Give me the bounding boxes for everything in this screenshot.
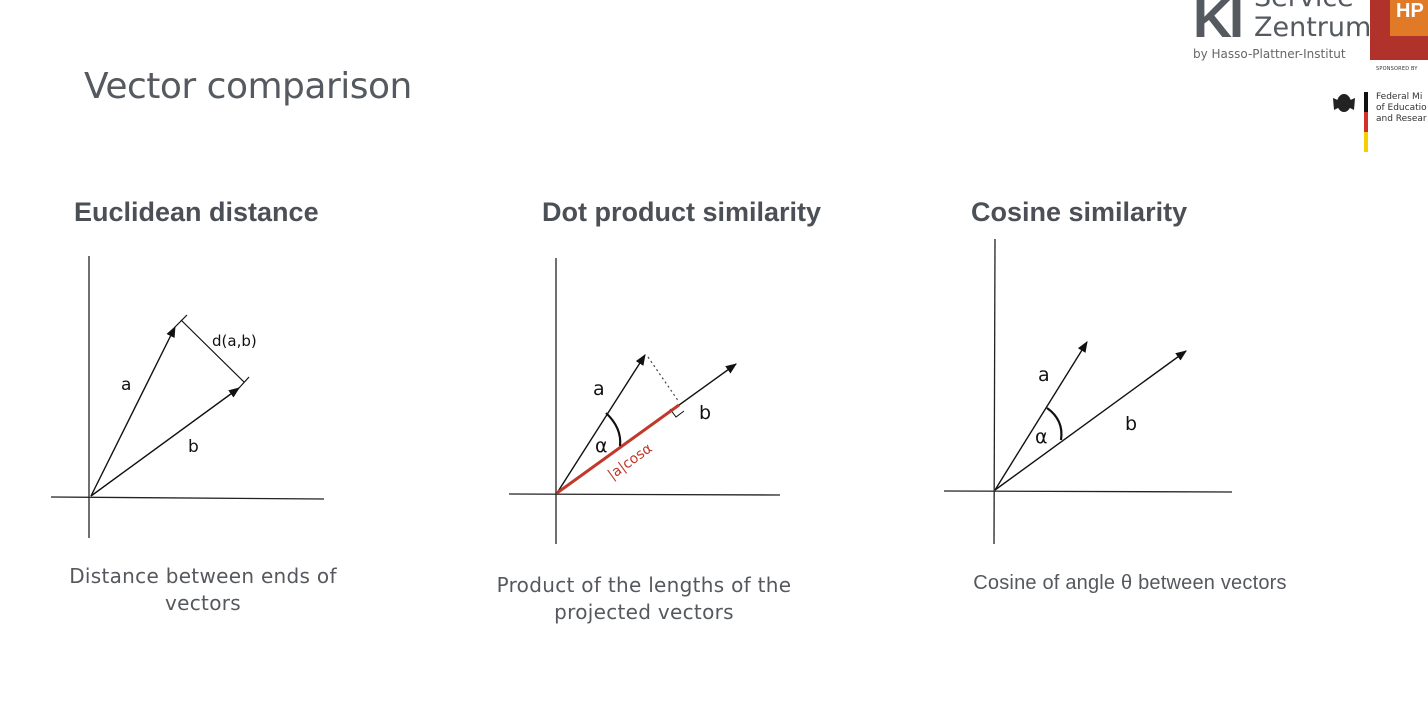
ministry-line-3: and Resear — [1376, 114, 1427, 124]
dot-vector-a — [556, 354, 646, 494]
cosine-diagram: a b α — [943, 238, 1233, 545]
heading-dot-product: Dot product similarity — [542, 197, 822, 227]
caption-cosine: Cosine of angle θ between vectors — [940, 570, 1320, 597]
heading-cosine: Cosine similarity — [971, 197, 1188, 227]
cosine-y-axis — [993, 238, 996, 545]
caption-euclidean-line-1: Distance between ends of — [69, 564, 337, 588]
caption-dot-product: Product of the lengths of the projected … — [470, 572, 818, 626]
euclidean-label-distance: d(a,b) — [212, 332, 257, 350]
euclidean-x-axis — [50, 496, 325, 500]
cosine-x-axis — [943, 490, 1233, 493]
dot-x-axis — [508, 493, 781, 496]
euclidean-label-b: b — [188, 437, 199, 457]
slide-title: Vector comparison — [84, 66, 412, 107]
dot-label-b: b — [699, 402, 711, 424]
euclidean-extension-b — [238, 376, 250, 389]
logo-zentrum-text: Zentrum — [1254, 12, 1372, 43]
dot-label-alpha: α — [595, 435, 608, 457]
flag-bar — [1364, 92, 1368, 152]
ministry-name: Federal Mi of Educatio and Resear — [1376, 92, 1427, 125]
cosine-label-alpha: α — [1035, 426, 1048, 448]
euclidean-diagram: a b d(a,b) — [50, 256, 325, 538]
ministry-line-1: Federal Mi — [1376, 92, 1423, 102]
dot-label-projection: |a|cosα — [605, 440, 656, 483]
dot-angle-arc — [605, 412, 622, 447]
euclidean-label-a: a — [121, 375, 131, 395]
dot-product-diagram: a b α |a|cosα — [508, 258, 781, 544]
cosine-label-b: b — [1125, 413, 1137, 435]
hpi-logo-text: HP — [1390, 0, 1428, 36]
euclidean-extension-a — [174, 314, 188, 328]
federal-eagle-icon — [1333, 94, 1355, 112]
logo-byline: by Hasso-Plattner-Institut — [1193, 47, 1346, 61]
heading-euclidean: Euclidean distance — [74, 197, 319, 227]
dot-projection-dotted — [647, 356, 680, 403]
dot-label-a: a — [593, 378, 605, 400]
cosine-angle-arc — [1046, 407, 1063, 441]
cosine-label-a: a — [1038, 364, 1050, 386]
caption-dot-line-1: Product of the lengths of the — [496, 573, 792, 597]
euclidean-vector-b — [90, 387, 240, 497]
caption-euclidean: Distance between ends of vectors — [40, 563, 366, 617]
caption-cosine-line-1: Cosine of angle θ between vectors — [973, 572, 1287, 594]
caption-dot-line-2: projected vectors — [554, 600, 734, 624]
cosine-vector-b — [994, 350, 1187, 491]
ministry-line-2: of Educatio — [1376, 103, 1427, 113]
logo-service-text: Service — [1254, 0, 1354, 12]
cosine-vector-a — [994, 341, 1088, 491]
hpi-logo: HP — [1370, 0, 1428, 60]
ki-logo-mark: KI — [1193, 0, 1244, 49]
euclidean-distance-line — [180, 319, 245, 383]
caption-euclidean-line-2: vectors — [165, 591, 241, 615]
sponsored-by-label: SPONSORED BY — [1376, 66, 1418, 72]
euclidean-vector-a — [90, 325, 176, 497]
dot-projection-red — [556, 403, 680, 495]
